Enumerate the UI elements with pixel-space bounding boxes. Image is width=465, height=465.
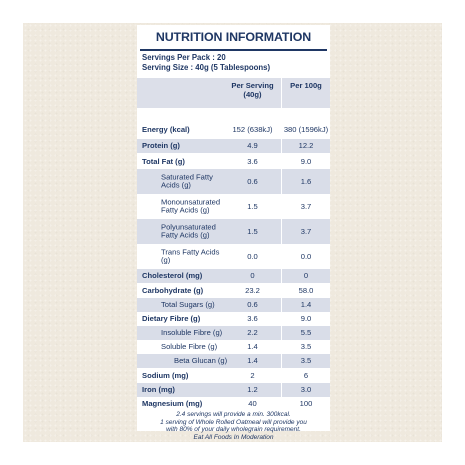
per-serving-value: 1.4	[247, 355, 258, 365]
row-total-sugars: Total Sugars (g) 0.6 1.4	[137, 298, 330, 312]
per-100g-value: 3.7	[300, 226, 312, 236]
row-iron: Iron (mg) 1.2 3.0	[137, 383, 330, 397]
nutrient-name: Energy (kcal)	[142, 124, 190, 134]
per-100g-value: 12.2	[298, 140, 314, 150]
label-title: NUTRITION INFORMATION	[155, 30, 312, 44]
nutrient-name: Sodium (mg)	[142, 370, 189, 380]
nutrient-name: Cholesterol (mg)	[142, 270, 203, 280]
nutrient-name: Monounsaturated Fatty Acids (g)	[161, 197, 221, 215]
per-100g-value: 1.6	[300, 176, 312, 186]
nutrient-name: Trans Fatty Acids (g)	[161, 247, 220, 265]
servings-per-pack: Servings Per Pack : 20	[142, 53, 226, 62]
nutrient-name: Protein (g)	[142, 140, 180, 150]
per-100g-value: 3.7	[300, 201, 312, 211]
per-serving-value: 152 (638kJ)	[232, 124, 273, 134]
row-carbohydrate: Carbohydrate (g) 23.2 58.0	[137, 283, 330, 298]
per-100g-value: 5.5	[300, 327, 312, 337]
per-serving-value: 1.5	[247, 226, 258, 236]
nutrient-name: Total Sugars (g)	[161, 299, 215, 309]
row-sodium: Sodium (mg) 2 6	[137, 369, 330, 383]
per-serving-value: 3.6	[247, 313, 258, 323]
per-serving-value: 1.2	[247, 384, 258, 394]
nutrient-name: Insoluble Fibre (g)	[161, 327, 223, 337]
per-serving-value: 0.6	[247, 176, 258, 186]
per-serving-value: 2.2	[247, 327, 258, 337]
per-100g-value: 0.0	[300, 251, 312, 261]
per-serving-value: 1.4	[247, 341, 258, 351]
title-rule	[140, 49, 327, 51]
nutrient-name: Total Fat (g)	[142, 156, 185, 166]
footer-notes: 2.4 servings will provide a min. 300kcal…	[137, 411, 330, 442]
row-energy: Energy (kcal) 152 (638kJ) 380 (1596kJ)	[137, 122, 330, 137]
row-beta-glucan: Beta Glucan (g) 1.4 3.5	[137, 354, 330, 368]
footer-line: 2.4 servings will provide a min. 300kcal…	[176, 411, 291, 418]
nutrient-name: Soluble Fibre (g)	[161, 341, 218, 351]
per-100g-value: 9.0	[300, 156, 312, 166]
per-serving-value: 0.0	[247, 251, 258, 261]
row-monounsaturated-fat: Monounsaturated Fatty Acids (g) 1.5 3.7	[137, 194, 330, 219]
nutrient-name: Dietary Fibre (g)	[142, 313, 201, 323]
column-divider	[281, 78, 282, 409]
per-serving-value: 0.6	[247, 299, 258, 309]
nutrient-name: Polyunsaturated Fatty Acids (g)	[161, 222, 216, 240]
per-100g-value: 1.4	[300, 299, 312, 309]
row-soluble-fibre: Soluble Fibre (g) 1.4 3.5	[137, 340, 330, 354]
nutrient-name: Magnesium (mg)	[142, 398, 203, 408]
footer-line: Eat All Foods In Moderation	[193, 433, 274, 441]
per-100g-value: 9.0	[300, 313, 312, 323]
per-serving-value: 40	[248, 398, 257, 408]
per-serving-value: 3.6	[247, 156, 258, 166]
row-insoluble-fibre: Insoluble Fibre (g) 2.2 5.5	[137, 326, 330, 340]
column-header-row: Per Serving (40g) Per 100g	[137, 78, 330, 108]
nutrient-name: Beta Glucan (g)	[174, 355, 228, 365]
per-100g-value: 58.0	[298, 285, 314, 295]
row-trans-fat: Trans Fatty Acids (g) 0.0 0.0	[137, 244, 330, 269]
row-dietary-fibre: Dietary Fibre (g) 3.6 9.0	[137, 312, 330, 326]
per-100g-value: 3.5	[300, 341, 312, 351]
per-serving-header: Per Serving (40g)	[231, 81, 274, 99]
nutrition-label: NUTRITION INFORMATION Servings Per Pack …	[137, 25, 330, 441]
row-cholesterol: Cholesterol (mg) 0 0	[137, 269, 330, 283]
per-serving-value: 23.2	[245, 285, 260, 295]
footer-line: with 80% of your daily wholegrain requir…	[166, 426, 301, 434]
nutrient-name: Carbohydrate (g)	[142, 285, 204, 295]
row-protein: Protein (g) 4.9 12.2	[137, 139, 330, 153]
per-serving-value: 2	[250, 370, 255, 380]
per-serving-value: 4.9	[247, 140, 258, 150]
nutrient-name: Iron (mg)	[142, 384, 175, 394]
per-serving-value: 1.5	[247, 201, 258, 211]
serving-size: Serving Size : 40g (5 Tablespoons)	[142, 63, 271, 72]
per-100g-value: 3.5	[300, 355, 312, 365]
per-100g-value: 3.0	[300, 384, 312, 394]
per-100g-value: 6	[303, 370, 309, 380]
row-total-fat: Total Fat (g) 3.6 9.0	[137, 154, 330, 169]
per-100g-value: 100	[299, 398, 313, 408]
nutrient-name: Saturated Fatty Acids (g)	[161, 172, 213, 190]
per-100g-value: 380 (1596kJ)	[283, 124, 329, 134]
footer-line: 1 serving of Whole Rolled Oatmeal will p…	[160, 418, 307, 426]
per-100g-value: 0	[303, 270, 309, 280]
per-100g-header: Per 100g	[290, 81, 322, 90]
row-saturated-fat: Saturated Fatty Acids (g) 0.6 1.6	[137, 169, 330, 194]
row-magnesium: Magnesium (mg) 40 100	[137, 397, 330, 410]
per-serving-value: 0	[250, 270, 255, 280]
row-polyunsaturated-fat: Polyunsaturated Fatty Acids (g) 1.5 3.7	[137, 219, 330, 244]
